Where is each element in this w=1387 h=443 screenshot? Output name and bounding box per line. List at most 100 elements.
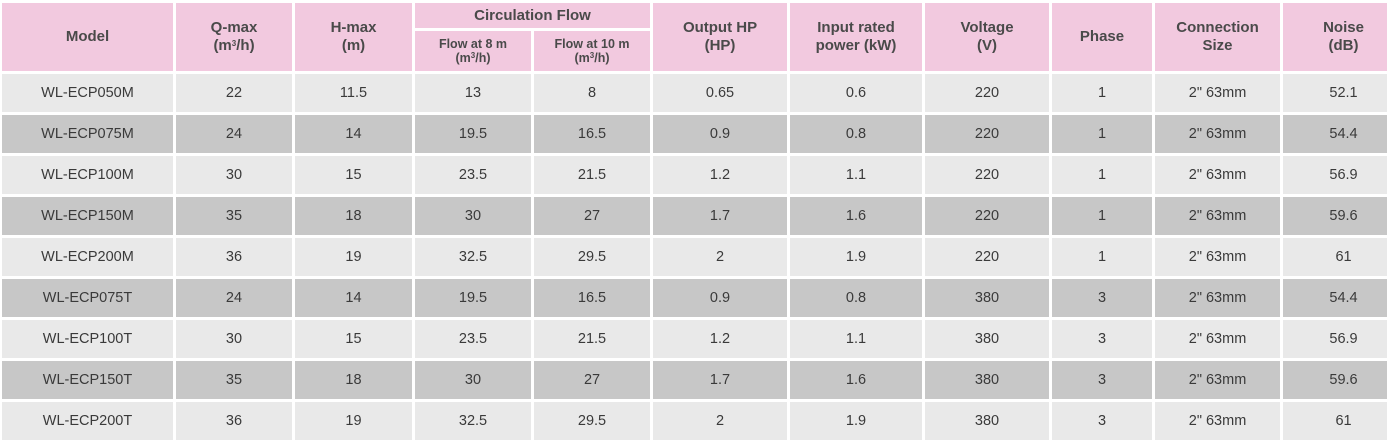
- header-input-power: Input rated power (kW): [790, 3, 923, 71]
- cell-noise: 61: [1283, 402, 1387, 440]
- header-qmax: Q-max (m3/h): [176, 3, 292, 71]
- cell-input-power: 1.6: [790, 197, 923, 235]
- cell-voltage: 380: [925, 320, 1050, 358]
- header-voltage: Voltage (V): [925, 3, 1050, 71]
- cell-voltage: 220: [925, 156, 1050, 194]
- cell-phase: 1: [1052, 74, 1153, 112]
- table-row: WL-ECP200M 36 19 32.5 29.5 2 1.9 220 1 2" 63mm 61: [2, 238, 1387, 276]
- cell-output-hp: 0.9: [653, 115, 788, 153]
- cell-noise: 56.9: [1283, 156, 1387, 194]
- cell-output-hp: 0.9: [653, 279, 788, 317]
- cell-output-hp: 1.2: [653, 320, 788, 358]
- table-row: WL-ECP150T 35 18 30 27 1.7 1.6 380 3 2" 63mm 59.6: [2, 361, 1387, 399]
- cell-voltage: 380: [925, 402, 1050, 440]
- cell-noise: 54.4: [1283, 115, 1387, 153]
- cell-input-power: 0.8: [790, 279, 923, 317]
- cell-connection-size: 2" 63mm: [1155, 115, 1281, 153]
- cell-qmax: 24: [176, 115, 292, 153]
- header-output-hp: Output HP (HP): [653, 3, 788, 71]
- header-connection: Connection Size: [1155, 3, 1281, 71]
- cell-flow-10m: 29.5: [534, 238, 651, 276]
- cell-flow-10m: 8: [534, 74, 651, 112]
- cell-voltage: 380: [925, 279, 1050, 317]
- cell-phase: 1: [1052, 156, 1153, 194]
- cell-noise: 59.6: [1283, 197, 1387, 235]
- cell-flow-10m: 27: [534, 197, 651, 235]
- cell-noise: 59.6: [1283, 361, 1387, 399]
- cell-voltage: 220: [925, 197, 1050, 235]
- cell-output-hp: 1.2: [653, 156, 788, 194]
- cell-phase: 3: [1052, 320, 1153, 358]
- cell-output-hp: 1.7: [653, 197, 788, 235]
- cell-connection-size: 2" 63mm: [1155, 156, 1281, 194]
- header-row: Model Q-max (m3/h) H-max (m) Circulation …: [2, 3, 1387, 71]
- cell-input-power: 1.9: [790, 238, 923, 276]
- cell-flow-8m: 30: [415, 361, 531, 399]
- cell-output-hp: 2: [653, 238, 788, 276]
- cell-connection-size: 2" 63mm: [1155, 197, 1281, 235]
- cell-hmax: 19: [295, 402, 412, 440]
- cell-phase: 1: [1052, 238, 1153, 276]
- cell-connection-size: 2" 63mm: [1155, 279, 1281, 317]
- cell-phase: 3: [1052, 361, 1153, 399]
- header-phase: Phase: [1052, 3, 1153, 71]
- cell-connection-size: 2" 63mm: [1155, 361, 1281, 399]
- cell-qmax: 24: [176, 279, 292, 317]
- cell-input-power: 1.1: [790, 320, 923, 358]
- cell-hmax: 18: [295, 361, 412, 399]
- header-model: Model: [2, 3, 173, 71]
- cell-noise: 52.1: [1283, 74, 1387, 112]
- header-flow-8m: Flow at 8 m (m3/h): [415, 31, 531, 71]
- table-row: WL-ECP075M 24 14 19.5 16.5 0.9 0.8 220 1 2" 63mm 5…: [2, 115, 1387, 153]
- cell-flow-8m: 32.5: [415, 238, 531, 276]
- cell-input-power: 0.6: [790, 74, 923, 112]
- cell-flow-10m: 21.5: [534, 320, 651, 358]
- cell-model: WL-ECP050M: [2, 74, 173, 112]
- header-hmax: H-max (m): [295, 3, 412, 71]
- cell-voltage: 220: [925, 238, 1050, 276]
- cell-model: WL-ECP075T: [2, 279, 173, 317]
- cell-hmax: 19: [295, 238, 412, 276]
- cell-input-power: 1.9: [790, 402, 923, 440]
- table-row: WL-ECP150M 35 18 30 27 1.7 1.6 220 1 2" 63mm 59.6: [2, 197, 1387, 235]
- cell-flow-8m: 23.5: [415, 156, 531, 194]
- table-body: WL-ECP050M 22 11.5 13 8 0.65 0.6 220 1 2" 63mm 52.…: [2, 74, 1387, 440]
- cell-output-hp: 1.7: [653, 361, 788, 399]
- cell-qmax: 36: [176, 402, 292, 440]
- cell-hmax: 11.5: [295, 74, 412, 112]
- cell-hmax: 15: [295, 156, 412, 194]
- cell-flow-8m: 32.5: [415, 402, 531, 440]
- table-row: WL-ECP050M 22 11.5 13 8 0.65 0.6 220 1 2" 63mm 52.…: [2, 74, 1387, 112]
- cell-model: WL-ECP200T: [2, 402, 173, 440]
- cell-hmax: 15: [295, 320, 412, 358]
- table-row: WL-ECP100M 30 15 23.5 21.5 1.2 1.1 220 1 2" 63mm 5…: [2, 156, 1387, 194]
- cell-flow-10m: 16.5: [534, 279, 651, 317]
- cell-voltage: 220: [925, 115, 1050, 153]
- cell-voltage: 220: [925, 74, 1050, 112]
- cell-input-power: 0.8: [790, 115, 923, 153]
- cell-qmax: 36: [176, 238, 292, 276]
- cell-model: WL-ECP100M: [2, 156, 173, 194]
- table-row: WL-ECP200T 36 19 32.5 29.5 2 1.9 380 3 2" 63mm 61: [2, 402, 1387, 440]
- cell-model: WL-ECP075M: [2, 115, 173, 153]
- subheader-row: Flow at 8 m (m3/h) Flow at 10 m (m3/h): [2, 31, 1387, 71]
- cell-output-hp: 0.65: [653, 74, 788, 112]
- cell-phase: 1: [1052, 197, 1153, 235]
- cell-connection-size: 2" 63mm: [1155, 320, 1281, 358]
- cell-flow-8m: 19.5: [415, 279, 531, 317]
- cell-flow-8m: 30: [415, 197, 531, 235]
- cell-phase: 3: [1052, 279, 1153, 317]
- cell-flow-10m: 21.5: [534, 156, 651, 194]
- cell-flow-10m: 16.5: [534, 115, 651, 153]
- cell-input-power: 1.1: [790, 156, 923, 194]
- cell-qmax: 30: [176, 156, 292, 194]
- cell-voltage: 380: [925, 361, 1050, 399]
- cell-model: WL-ECP150M: [2, 197, 173, 235]
- cell-qmax: 35: [176, 197, 292, 235]
- cell-noise: 61: [1283, 238, 1387, 276]
- header-flow-10m: Flow at 10 m (m3/h): [534, 31, 651, 71]
- header-noise: Noise (dB): [1283, 3, 1387, 71]
- cell-hmax: 14: [295, 115, 412, 153]
- cell-connection-size: 2" 63mm: [1155, 402, 1281, 440]
